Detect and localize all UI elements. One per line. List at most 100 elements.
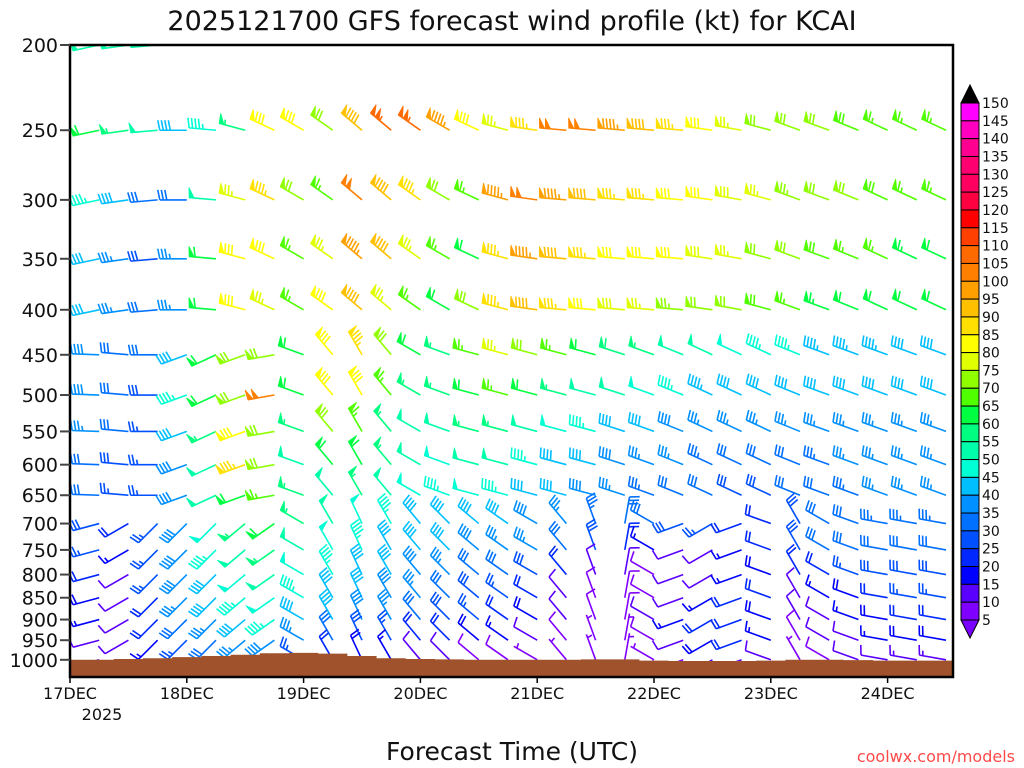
barb-full bbox=[163, 557, 174, 565]
barb-full bbox=[809, 478, 813, 489]
barb-full bbox=[221, 625, 231, 634]
barb-full bbox=[74, 253, 81, 264]
barb-full bbox=[406, 573, 415, 583]
wind-barb bbox=[187, 117, 217, 132]
barb-half bbox=[871, 484, 874, 490]
barb-staff bbox=[657, 549, 684, 560]
wind-barb bbox=[279, 527, 305, 551]
barb-staff bbox=[860, 518, 888, 525]
colorbar-swatch bbox=[960, 566, 980, 585]
barb-full bbox=[192, 557, 203, 565]
barb-staff bbox=[279, 626, 305, 641]
barb-staff bbox=[548, 528, 568, 551]
wind-barb bbox=[548, 545, 568, 576]
barb-full bbox=[627, 475, 631, 487]
barb-full bbox=[163, 582, 174, 590]
barb-staff bbox=[72, 429, 100, 433]
barb-half bbox=[657, 622, 662, 629]
barb-full bbox=[244, 627, 253, 636]
barb-full bbox=[350, 111, 357, 122]
barb-half bbox=[646, 39, 647, 44]
wind-barb bbox=[429, 591, 451, 621]
wind-barb bbox=[377, 492, 392, 524]
barb-full bbox=[896, 290, 901, 302]
barb-half bbox=[638, 303, 641, 309]
barb-half bbox=[871, 453, 874, 460]
barb-full bbox=[782, 114, 786, 125]
wind-barb bbox=[453, 178, 480, 201]
barb-staff bbox=[429, 578, 451, 599]
barb-full bbox=[402, 520, 411, 530]
barb-full bbox=[893, 446, 898, 457]
wind-barb bbox=[710, 549, 742, 560]
barb-full bbox=[520, 480, 523, 492]
barb-full bbox=[378, 522, 388, 531]
barb-half bbox=[782, 298, 786, 304]
barb-half bbox=[808, 580, 812, 587]
barb-half bbox=[688, 605, 693, 611]
wind-barb bbox=[349, 518, 364, 551]
wind-barb bbox=[186, 394, 217, 408]
barb-full bbox=[406, 526, 415, 536]
wind-barb bbox=[597, 117, 625, 132]
wind-barb bbox=[628, 335, 655, 356]
barb-full bbox=[155, 464, 163, 475]
barb-half bbox=[109, 307, 113, 313]
barb-full bbox=[832, 640, 836, 651]
barb-full bbox=[318, 629, 328, 638]
barb-full bbox=[687, 373, 692, 384]
wind-barb bbox=[402, 630, 422, 661]
barb-full bbox=[787, 546, 797, 555]
wind-barb bbox=[158, 597, 188, 618]
barb-full bbox=[832, 578, 836, 589]
barb-full bbox=[868, 414, 872, 425]
watermark: coolwx.com/models bbox=[857, 747, 1015, 766]
barb-half bbox=[608, 484, 611, 491]
barb-flag bbox=[314, 436, 323, 449]
barb-full bbox=[74, 519, 81, 530]
barb-full bbox=[164, 248, 168, 259]
colorbar-swatch bbox=[960, 512, 980, 532]
wind-barb bbox=[651, 521, 684, 534]
wind-barb bbox=[861, 411, 888, 433]
barb-full bbox=[460, 573, 467, 584]
barb-full bbox=[638, 118, 641, 130]
wind-barb bbox=[218, 292, 246, 311]
wind-barb bbox=[314, 326, 334, 356]
barb-full bbox=[690, 444, 695, 455]
barb-flag bbox=[655, 246, 662, 258]
barb-flag bbox=[423, 445, 430, 458]
colorbar-label: 35 bbox=[982, 506, 1000, 522]
barb-half bbox=[755, 419, 758, 425]
barb-staff bbox=[196, 573, 217, 595]
barb-half bbox=[288, 626, 292, 633]
barb-half bbox=[254, 493, 258, 499]
barb-half bbox=[377, 444, 382, 450]
barb-full bbox=[777, 445, 781, 457]
wind-barb bbox=[155, 461, 188, 475]
wind-barb bbox=[127, 384, 158, 396]
wind-barb bbox=[716, 473, 742, 496]
barb-full bbox=[322, 549, 331, 558]
barb-staff bbox=[429, 599, 451, 621]
barb-half bbox=[167, 650, 174, 656]
wind-barb bbox=[774, 334, 801, 356]
wind-barb bbox=[158, 639, 188, 660]
barb-flag bbox=[186, 497, 197, 508]
barb-full bbox=[749, 184, 752, 195]
y-tick-label: 600 bbox=[22, 455, 58, 477]
barb-full bbox=[486, 184, 490, 195]
wind-barb bbox=[429, 631, 451, 661]
barb-staff bbox=[860, 569, 888, 576]
barb-flag bbox=[481, 113, 488, 126]
barb-full bbox=[155, 395, 163, 405]
barb-half bbox=[747, 627, 751, 633]
barb-full bbox=[543, 246, 547, 258]
wind-barb bbox=[918, 604, 947, 621]
barb-full bbox=[409, 553, 417, 563]
barb-full bbox=[460, 595, 467, 605]
barb-flag bbox=[774, 239, 780, 252]
barb-full bbox=[73, 384, 77, 395]
barb-full bbox=[838, 447, 842, 458]
barb-full bbox=[197, 118, 201, 129]
